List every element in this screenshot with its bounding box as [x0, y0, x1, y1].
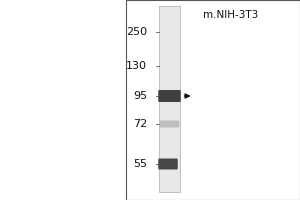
Text: 250: 250 — [126, 27, 147, 37]
FancyBboxPatch shape — [160, 120, 179, 128]
FancyBboxPatch shape — [158, 158, 178, 170]
Text: m.NIH-3T3: m.NIH-3T3 — [203, 10, 259, 20]
Text: 72: 72 — [133, 119, 147, 129]
FancyBboxPatch shape — [158, 90, 181, 102]
Text: 95: 95 — [133, 91, 147, 101]
Text: 55: 55 — [133, 159, 147, 169]
Text: 130: 130 — [126, 61, 147, 71]
FancyBboxPatch shape — [159, 6, 180, 192]
